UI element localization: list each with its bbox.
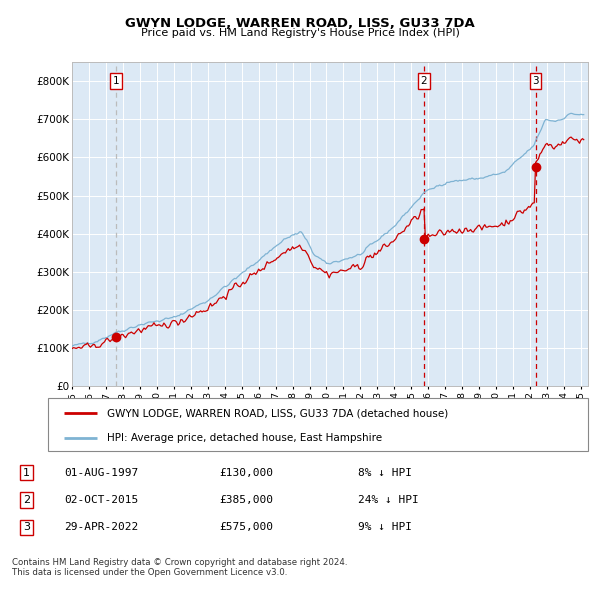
Text: 2: 2 — [421, 76, 427, 86]
Text: 01-AUG-1997: 01-AUG-1997 — [64, 468, 138, 478]
Text: 3: 3 — [23, 522, 30, 532]
Text: 29-APR-2022: 29-APR-2022 — [64, 522, 138, 532]
FancyBboxPatch shape — [48, 398, 588, 451]
Text: 2: 2 — [23, 495, 30, 505]
Text: Contains HM Land Registry data © Crown copyright and database right 2024.: Contains HM Land Registry data © Crown c… — [12, 558, 347, 566]
Text: Price paid vs. HM Land Registry's House Price Index (HPI): Price paid vs. HM Land Registry's House … — [140, 28, 460, 38]
Text: 3: 3 — [532, 76, 539, 86]
Text: 1: 1 — [23, 468, 30, 478]
Text: 02-OCT-2015: 02-OCT-2015 — [64, 495, 138, 505]
Text: This data is licensed under the Open Government Licence v3.0.: This data is licensed under the Open Gov… — [12, 568, 287, 576]
Text: 8% ↓ HPI: 8% ↓ HPI — [358, 468, 412, 478]
Text: £575,000: £575,000 — [220, 522, 274, 532]
Text: HPI: Average price, detached house, East Hampshire: HPI: Average price, detached house, East… — [107, 433, 383, 443]
Text: 9% ↓ HPI: 9% ↓ HPI — [358, 522, 412, 532]
Text: 24% ↓ HPI: 24% ↓ HPI — [358, 495, 418, 505]
Text: £385,000: £385,000 — [220, 495, 274, 505]
Text: GWYN LODGE, WARREN ROAD, LISS, GU33 7DA (detached house): GWYN LODGE, WARREN ROAD, LISS, GU33 7DA … — [107, 408, 449, 418]
Text: 1: 1 — [112, 76, 119, 86]
Text: GWYN LODGE, WARREN ROAD, LISS, GU33 7DA: GWYN LODGE, WARREN ROAD, LISS, GU33 7DA — [125, 17, 475, 30]
Text: £130,000: £130,000 — [220, 468, 274, 478]
